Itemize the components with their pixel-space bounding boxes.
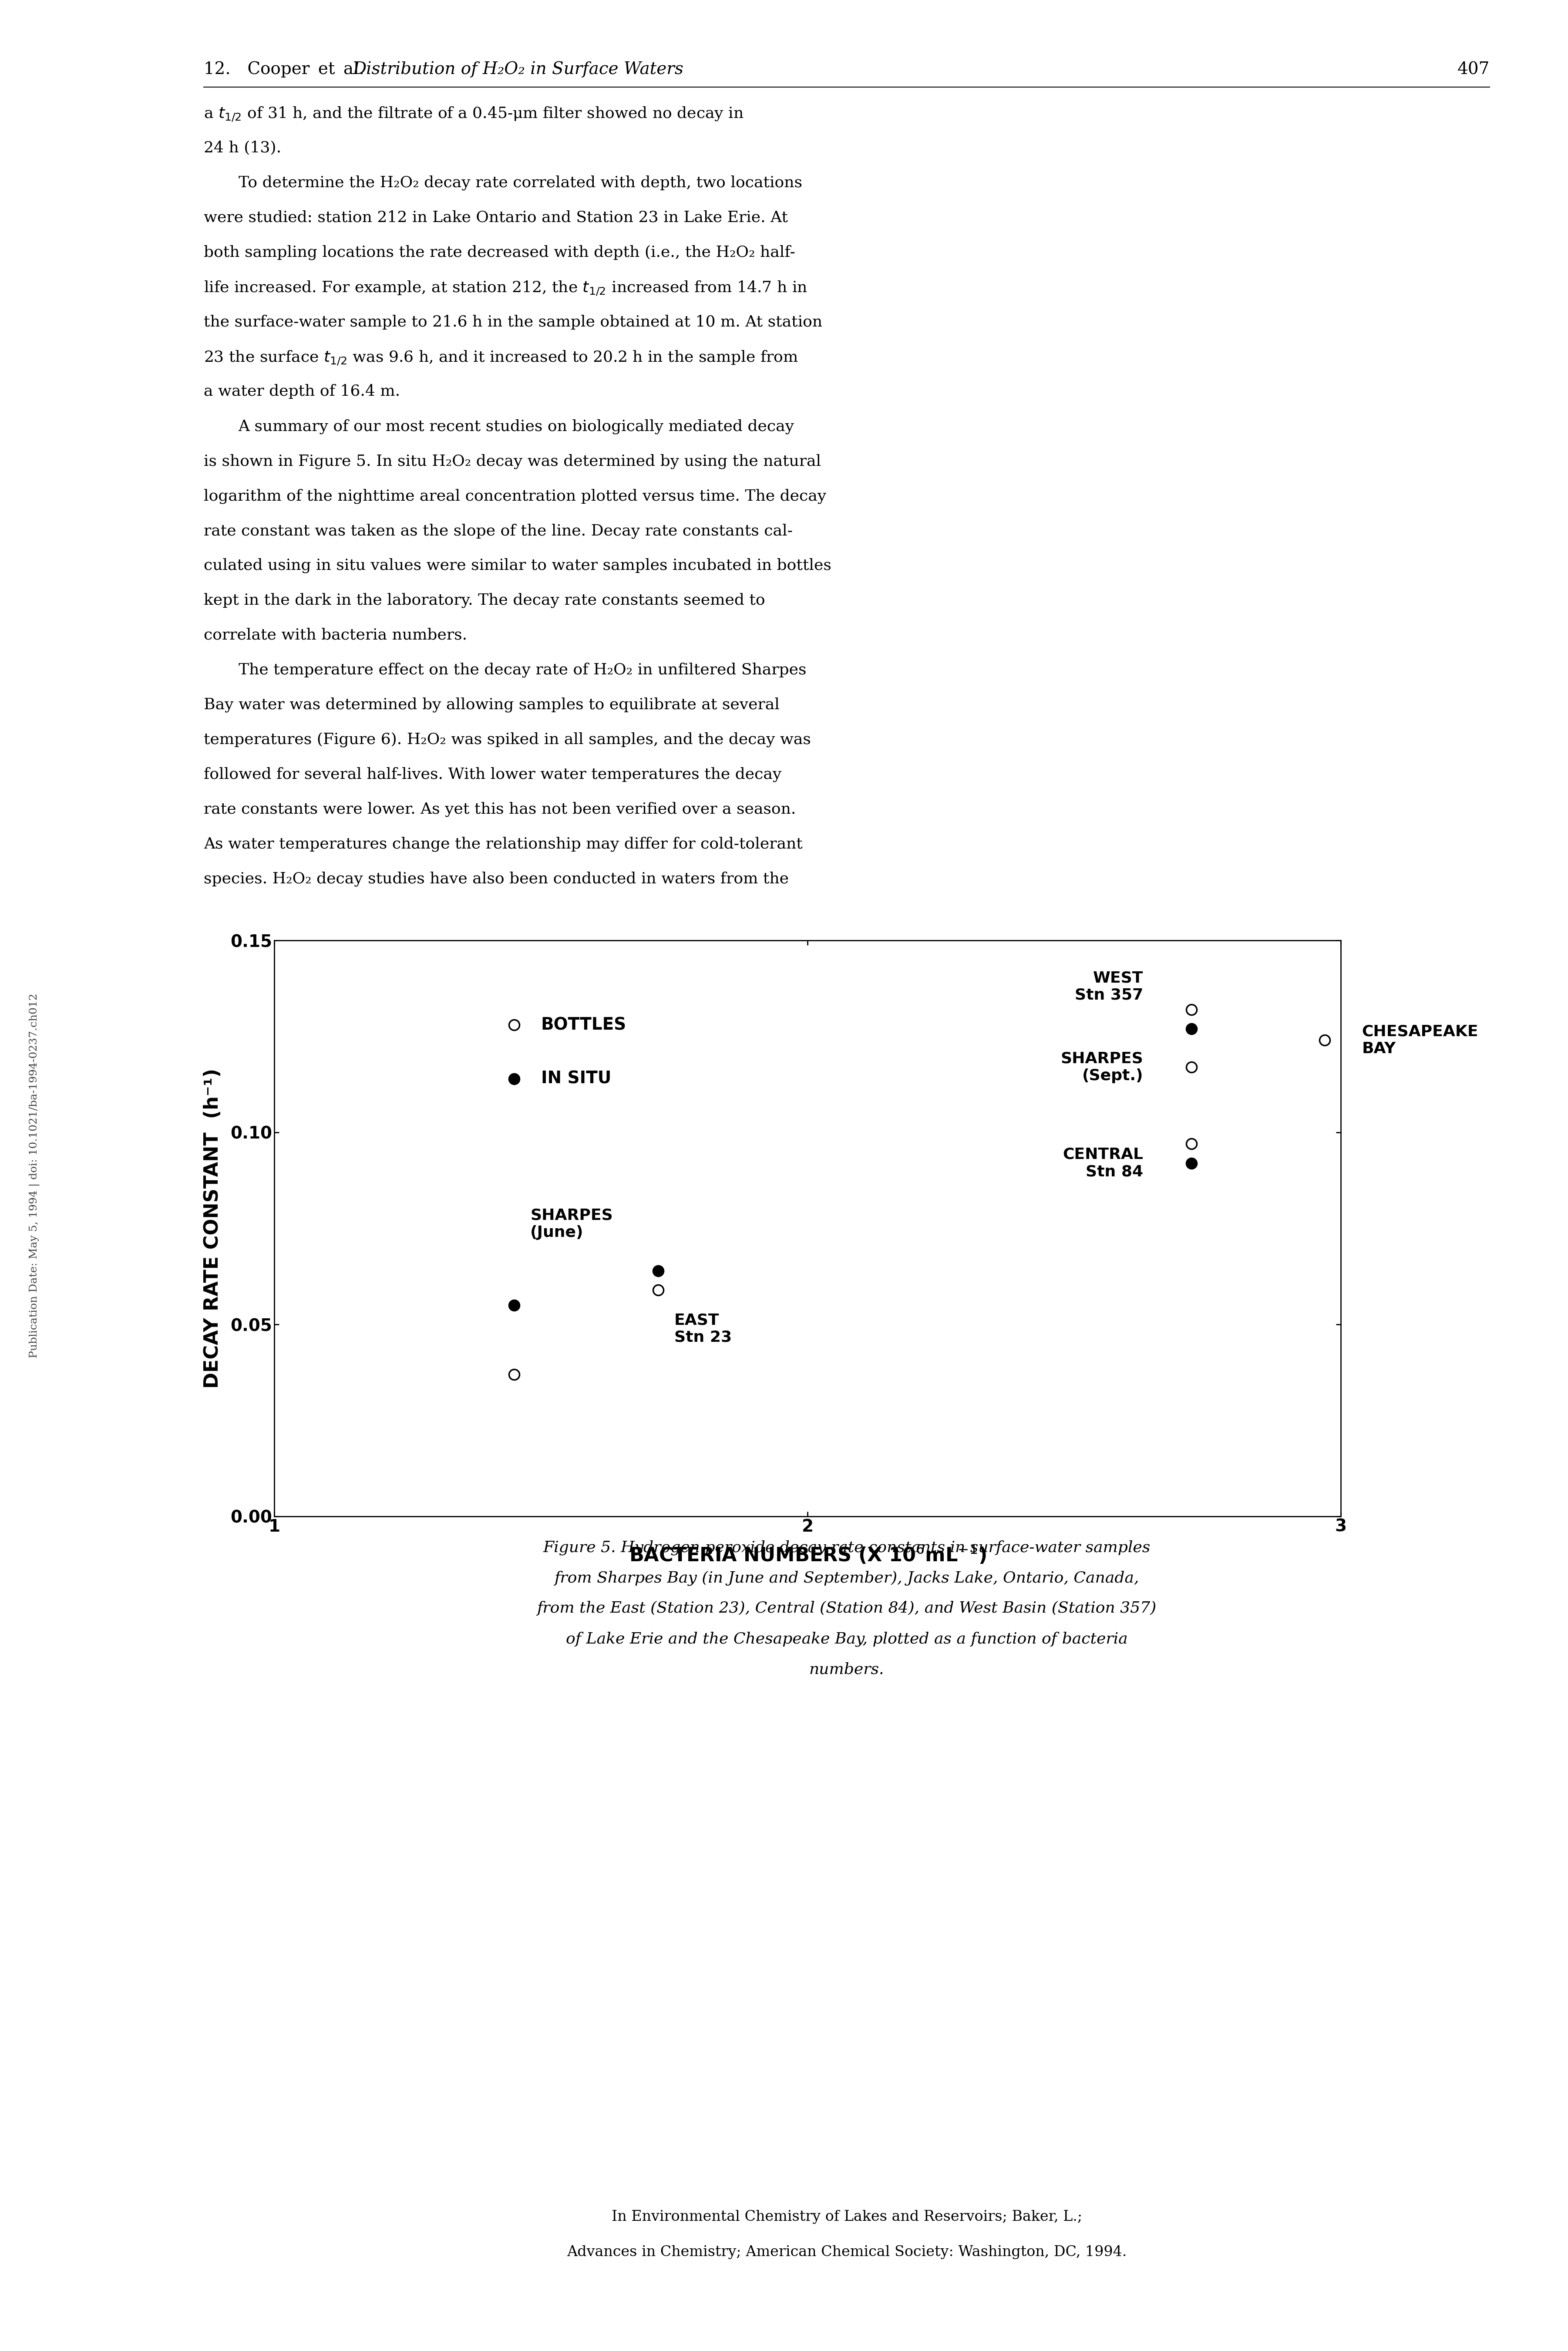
Text: CENTRAL
Stn 84: CENTRAL Stn 84 xyxy=(1063,1147,1143,1180)
Text: Advances in Chemistry; American Chemical Society: Washington, DC, 1994.: Advances in Chemistry; American Chemical… xyxy=(566,2245,1127,2259)
Text: were studied: station 212 in Lake Ontario and Station 23 in Lake Erie. At: were studied: station 212 in Lake Ontari… xyxy=(204,209,789,226)
Text: 12. Cooper et al.: 12. Cooper et al. xyxy=(204,61,381,78)
Point xyxy=(502,1357,527,1394)
Text: Distribution of H₂O₂ in Surface Waters: Distribution of H₂O₂ in Surface Waters xyxy=(353,61,684,78)
Point xyxy=(646,1251,671,1288)
Text: rate constant was taken as the slope of the line. Decay rate constants cal-: rate constant was taken as the slope of … xyxy=(204,524,793,538)
Text: To determine the H₂O₂ decay rate correlated with depth, two locations: To determine the H₂O₂ decay rate correla… xyxy=(238,176,803,190)
Text: both sampling locations the rate decreased with depth (i.e., the H₂O₂ half-: both sampling locations the rate decreas… xyxy=(204,245,795,261)
Text: correlate with bacteria numbers.: correlate with bacteria numbers. xyxy=(204,628,467,642)
Text: SHARPES
(Sept.): SHARPES (Sept.) xyxy=(1062,1051,1143,1084)
Point xyxy=(1312,1020,1338,1058)
Text: WEST
Stn 357: WEST Stn 357 xyxy=(1076,971,1143,1002)
Text: The temperature effect on the decay rate of H₂O₂ in unfiltered Sharpes: The temperature effect on the decay rate… xyxy=(238,663,806,677)
Text: SHARPES
(June): SHARPES (June) xyxy=(530,1208,613,1239)
Text: a $t_{1/2}$ of 31 h, and the filtrate of a 0.45-μm filter showed no decay in: a $t_{1/2}$ of 31 h, and the filtrate of… xyxy=(204,106,743,122)
Text: life increased. For example, at station 212, the $t_{1/2}$ increased from 14.7 h: life increased. For example, at station … xyxy=(204,280,808,296)
Text: temperatures (Figure 6). H₂O₂ was spiked in all samples, and the decay was: temperatures (Figure 6). H₂O₂ was spiked… xyxy=(204,731,811,748)
Text: culated using in situ values were similar to water samples incubated in bottles: culated using in situ values were simila… xyxy=(204,557,831,574)
Text: Figure 5. Hydrogen peroxide decay rate constants in surface-water samples: Figure 5. Hydrogen peroxide decay rate c… xyxy=(543,1540,1151,1554)
Text: a water depth of 16.4 m.: a water depth of 16.4 m. xyxy=(204,383,400,400)
Text: kept in the dark in the laboratory. The decay rate constants seemed to: kept in the dark in the laboratory. The … xyxy=(204,592,765,609)
Text: from the East (Station 23), Central (Station 84), and West Basin (Station 357): from the East (Station 23), Central (Sta… xyxy=(536,1601,1157,1615)
Text: CHESAPEAKE
BAY: CHESAPEAKE BAY xyxy=(1363,1025,1479,1056)
Text: 23 the surface $t_{1/2}$ was 9.6 h, and it increased to 20.2 h in the sample fro: 23 the surface $t_{1/2}$ was 9.6 h, and … xyxy=(204,350,798,367)
Text: rate constants were lower. As yet this has not been verified over a season.: rate constants were lower. As yet this h… xyxy=(204,802,797,816)
Text: EAST
Stn 23: EAST Stn 23 xyxy=(674,1312,732,1345)
Text: Bay water was determined by allowing samples to equilibrate at several: Bay water was determined by allowing sam… xyxy=(204,698,779,712)
X-axis label: BACTERIA NUMBERS (X 10$^6$mL$^{-1}$): BACTERIA NUMBERS (X 10$^6$mL$^{-1}$) xyxy=(629,1545,986,1566)
Text: is shown in Figure 5. In situ H₂O₂ decay was determined by using the natural: is shown in Figure 5. In situ H₂O₂ decay… xyxy=(204,454,822,468)
Text: followed for several half-lives. With lower water temperatures the decay: followed for several half-lives. With lo… xyxy=(204,766,781,783)
Text: 24 h (13).: 24 h (13). xyxy=(204,141,281,155)
Text: species. H₂O₂ decay studies have also been conducted in waters from the: species. H₂O₂ decay studies have also be… xyxy=(204,872,789,886)
Point xyxy=(646,1272,671,1310)
Point xyxy=(502,1286,527,1324)
Y-axis label: DECAY RATE CONSTANT  (h⁻¹): DECAY RATE CONSTANT (h⁻¹) xyxy=(204,1067,223,1389)
Text: BOTTLES: BOTTLES xyxy=(541,1016,626,1032)
Point xyxy=(1179,1011,1204,1049)
Text: numbers.: numbers. xyxy=(809,1662,884,1676)
Point xyxy=(502,1006,527,1044)
Text: Publication Date: May 5, 1994 | doi: 10.1021/ba-1994-0237.ch012: Publication Date: May 5, 1994 | doi: 10.… xyxy=(30,992,39,1359)
Point xyxy=(502,1060,527,1098)
Point xyxy=(1179,1126,1204,1164)
Point xyxy=(1179,1049,1204,1086)
Text: logarithm of the nighttime areal concentration plotted versus time. The decay: logarithm of the nighttime areal concent… xyxy=(204,489,826,503)
Point xyxy=(1179,990,1204,1027)
Text: of Lake Erie and the Chesapeake Bay, plotted as a function of bacteria: of Lake Erie and the Chesapeake Bay, plo… xyxy=(566,1632,1127,1646)
Text: As water temperatures change the relationship may differ for cold-tolerant: As water temperatures change the relatio… xyxy=(204,837,803,851)
Text: IN SITU: IN SITU xyxy=(541,1070,612,1086)
Text: the surface-water sample to 21.6 h in the sample obtained at 10 m. At station: the surface-water sample to 21.6 h in th… xyxy=(204,315,823,329)
Point xyxy=(1179,1145,1204,1183)
Text: from Sharpes Bay (in June and September), Jacks Lake, Ontario, Canada,: from Sharpes Bay (in June and September)… xyxy=(555,1570,1138,1585)
Text: A summary of our most recent studies on biologically mediated decay: A summary of our most recent studies on … xyxy=(238,418,795,435)
Text: In Environmental Chemistry of Lakes and Reservoirs; Baker, L.;: In Environmental Chemistry of Lakes and … xyxy=(612,2210,1082,2224)
Text: 407: 407 xyxy=(1457,61,1490,78)
